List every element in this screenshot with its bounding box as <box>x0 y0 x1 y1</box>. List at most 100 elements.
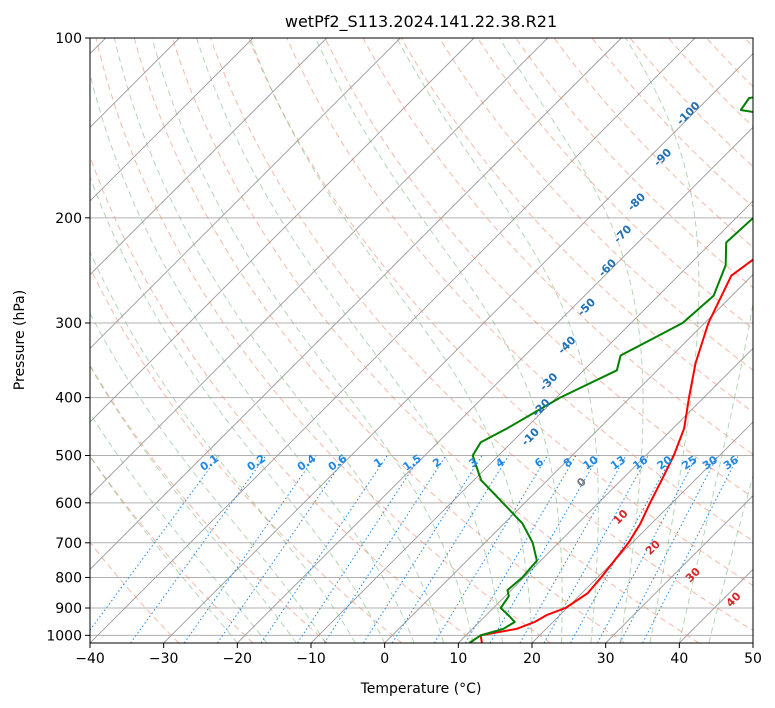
x-tick-label: −30 <box>149 651 179 667</box>
y-tick-label: 100 <box>55 31 82 47</box>
mixing-ratio-line <box>519 455 627 643</box>
dry-adiabat-line <box>668 38 753 128</box>
dry-adiabat-line <box>286 38 753 542</box>
dry-adiabat-label: -100 <box>674 99 703 128</box>
dry-adiabat-line <box>90 266 403 643</box>
moist-adiabat-line <box>90 72 415 643</box>
isotherm-line <box>679 568 753 643</box>
x-tick-label: 0 <box>380 651 389 667</box>
mixing-ratio-line <box>489 455 600 643</box>
moist-adiabat-line <box>151 38 474 643</box>
moist-adiabat-label: 30 <box>683 565 703 585</box>
mixing-ratio-line <box>642 455 739 643</box>
dry-adiabat-label: -30 <box>537 370 560 393</box>
dry-adiabat-line <box>515 38 753 289</box>
dry-adiabat-line <box>90 364 328 643</box>
mixing-ratio-line <box>391 455 510 643</box>
moist-adiabat-line <box>249 38 533 643</box>
mixing-ratio-line <box>260 455 388 643</box>
dry-adiabat-line <box>438 38 753 371</box>
temperature-line <box>479 258 753 643</box>
dry-adiabat-label: -50 <box>575 295 598 318</box>
moist-adiabat-line <box>90 175 386 643</box>
y-tick-label: 400 <box>55 391 82 407</box>
moist-adiabat-label: 10 <box>611 507 631 527</box>
background-grid <box>90 38 753 643</box>
isotherm-line <box>752 642 753 643</box>
moist-adiabat-line <box>678 300 753 643</box>
moist-adiabat-line <box>498 38 644 643</box>
moist-adiabat-line <box>113 38 445 643</box>
mixing-ratio-line <box>619 455 719 643</box>
moist-adiabat-line <box>90 365 297 643</box>
mixing-ratio-line <box>297 455 422 643</box>
x-tick-label: 30 <box>597 651 615 667</box>
dewpoint-line <box>468 96 753 643</box>
y-tick-label: 800 <box>55 570 82 586</box>
mixing-ratio-line <box>433 455 548 643</box>
isotherm-line <box>310 200 753 643</box>
isotherm-line <box>90 38 401 349</box>
dry-adiabat-line <box>133 38 625 643</box>
x-tick-label: 50 <box>744 651 762 667</box>
y-tick-label: 200 <box>55 211 82 227</box>
dry-adiabat-line <box>706 38 753 88</box>
moist-adiabat-label: 0 <box>574 475 589 490</box>
dry-adiabat-line <box>210 38 753 632</box>
mixing-ratio-label: 2 <box>430 455 444 470</box>
mixing-ratio-line <box>464 455 577 643</box>
dry-adiabat-label: -10 <box>519 425 542 448</box>
x-tick-label: 20 <box>523 651 541 667</box>
mixing-ratio-line <box>130 455 267 643</box>
mixing-ratio-line <box>596 455 698 643</box>
moist-adiabat-line <box>196 38 503 643</box>
y-axis-label: Pressure (hPa) <box>12 290 28 390</box>
mixing-ratio-line <box>90 455 220 631</box>
isotherm-line <box>531 421 753 643</box>
dry-adiabat-line <box>477 38 753 330</box>
moist-adiabat-line <box>396 38 599 643</box>
mixing-ratio-line <box>362 455 483 643</box>
isotherm-line <box>90 38 548 497</box>
y-tick-label: 900 <box>55 601 82 617</box>
moist-adiabat-line <box>315 38 563 643</box>
x-tick-label: 10 <box>449 651 467 667</box>
mixing-ratio-label: 13 <box>608 453 628 472</box>
y-tick-label: 1000 <box>46 628 82 644</box>
x-tick-label: −20 <box>223 651 253 667</box>
isotherm-line <box>90 38 622 570</box>
dry-adiabat-line <box>400 38 753 413</box>
sounding-curves <box>468 96 753 643</box>
dry-adiabat-label: -20 <box>530 396 553 419</box>
moist-adiabat-line <box>90 412 268 643</box>
y-tick-label: 700 <box>55 536 82 552</box>
moist-adiabat-line <box>625 38 700 643</box>
dry-adiabat-line <box>324 38 753 499</box>
dry-adiabat-line <box>744 38 753 48</box>
dry-adiabat-line <box>90 454 254 643</box>
moist-adiabat-line <box>90 250 356 643</box>
dry-adiabat-line <box>248 38 753 587</box>
x-axis-label: Temperature (°C) <box>360 681 482 697</box>
mixing-ratio-line <box>323 455 447 643</box>
mixing-ratio-label: 4 <box>493 455 507 470</box>
isotherm-line <box>458 347 753 643</box>
isotherm-line <box>605 495 753 643</box>
y-tick-label: 600 <box>55 496 82 512</box>
dry-adiabat-label: -40 <box>555 333 578 356</box>
mixing-ratio-label: 1 <box>371 455 385 470</box>
moist-adiabat-line <box>708 473 753 643</box>
dry-adiabat-label: -60 <box>596 256 619 279</box>
moist-adiabat-line <box>90 312 327 643</box>
y-tick-label: 300 <box>55 316 82 332</box>
isotherm-line <box>90 38 327 276</box>
x-tick-label: −10 <box>296 651 326 667</box>
dry-adiabat-label: -70 <box>611 222 634 245</box>
isotherm-line <box>163 53 753 643</box>
mixing-ratio-label: 25 <box>680 453 700 472</box>
axis-ticks: −40 −30 −20 −10 0 10 20 30 40 5010020030040050060… <box>46 31 762 667</box>
isotherm-line <box>90 38 475 423</box>
dry-adiabat-label: -90 <box>651 146 674 169</box>
mixing-ratio-label: 8 <box>561 455 575 470</box>
